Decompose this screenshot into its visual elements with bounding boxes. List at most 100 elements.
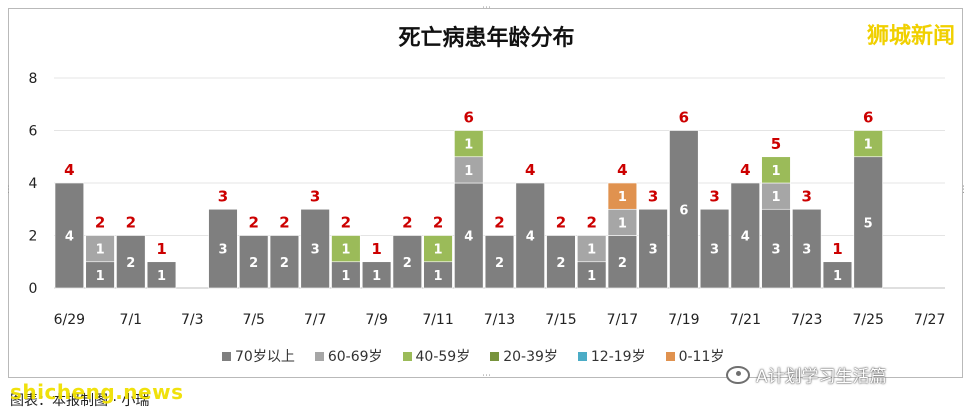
bar-segment-label: 2 bbox=[556, 256, 565, 271]
bar-total-label: 2 bbox=[341, 214, 351, 232]
x-tick-label: 7/11 bbox=[422, 312, 453, 328]
bar-segment-label: 1 bbox=[157, 269, 166, 284]
legend-swatch bbox=[577, 351, 587, 361]
bar-segment bbox=[607, 182, 638, 210]
bar-segment-label: 1 bbox=[618, 216, 627, 231]
bar-segment-label: 1 bbox=[833, 269, 842, 284]
bar-total-label: 1 bbox=[156, 240, 166, 258]
legend-item: 40-59岁 bbox=[402, 346, 471, 366]
bar-segment bbox=[484, 235, 515, 289]
bar-segment-label: 1 bbox=[434, 243, 443, 258]
frame-handle-left[interactable]: ⋮ bbox=[4, 185, 13, 195]
bar-segment bbox=[116, 235, 146, 289]
bar-total-label: 2 bbox=[494, 214, 504, 232]
bar-segment bbox=[239, 235, 269, 289]
y-tick-label: 6 bbox=[29, 124, 38, 140]
x-tick-label: 7/17 bbox=[607, 312, 638, 328]
legend-swatch bbox=[314, 351, 324, 361]
bar-segment bbox=[607, 235, 638, 289]
legend-label: 20-39岁 bbox=[503, 349, 558, 365]
legend-item: 12-19岁 bbox=[577, 346, 646, 366]
bar-total-label: 3 bbox=[648, 187, 658, 205]
bar-segment-label: 4 bbox=[464, 230, 473, 245]
bar-segment-label: 3 bbox=[218, 243, 227, 258]
bar-segment-label: 4 bbox=[65, 230, 74, 245]
legend-item: 60-69岁 bbox=[314, 346, 383, 366]
legend-label: 70岁以上 bbox=[235, 349, 295, 365]
bar-total-label: 5 bbox=[771, 135, 781, 153]
bar-segment-label: 2 bbox=[495, 256, 504, 271]
bar-total-label: 1 bbox=[371, 240, 381, 258]
legend-label: 40-59岁 bbox=[415, 349, 471, 365]
y-tick-label: 2 bbox=[29, 229, 38, 245]
x-tick-label: 7/13 bbox=[484, 312, 515, 328]
bar-segment-label: 1 bbox=[96, 243, 105, 258]
bar-total-label: 2 bbox=[556, 214, 566, 232]
bar-segment-label: 1 bbox=[464, 164, 473, 179]
legend-swatch bbox=[222, 351, 231, 361]
legend-label: 12-19岁 bbox=[590, 349, 646, 365]
chart-frame bbox=[8, 8, 963, 378]
chart-legend: 70岁以上 60-69岁 40-59岁 20-39岁 12-19岁 0-11岁 bbox=[222, 346, 724, 366]
bar-total-label: 4 bbox=[525, 161, 535, 179]
bar-segment bbox=[146, 261, 177, 289]
x-tick-label: 7/23 bbox=[791, 312, 822, 328]
legend-label: 0-11岁 bbox=[678, 349, 725, 365]
bar-total-label: 2 bbox=[279, 214, 289, 232]
legend-swatch bbox=[665, 351, 675, 361]
bar-total-label: 4 bbox=[64, 161, 74, 179]
bar-segment bbox=[85, 235, 115, 263]
legend-label: 60-69岁 bbox=[327, 349, 383, 365]
x-tick-label: 6/29 bbox=[54, 312, 85, 328]
legend-swatch bbox=[490, 351, 500, 361]
bar-total-label: 6 bbox=[863, 109, 873, 127]
bar-segment-label: 4 bbox=[741, 230, 750, 245]
watermark-text: shicheng.news bbox=[10, 380, 184, 404]
x-tick-label: 7/7 bbox=[304, 312, 327, 328]
bar-segment-label: 1 bbox=[864, 138, 873, 153]
bar-segment bbox=[423, 261, 453, 289]
bar-segment-label: 3 bbox=[802, 243, 811, 258]
legend-item: 0-11岁 bbox=[665, 346, 725, 366]
bar-segment bbox=[85, 261, 115, 289]
bar-segment-label: 4 bbox=[526, 230, 535, 245]
x-tick-label: 7/19 bbox=[668, 312, 699, 328]
bar-segment bbox=[577, 235, 607, 263]
frame-handle-top[interactable]: ⋯ bbox=[482, 3, 491, 13]
bar-segment bbox=[607, 208, 638, 236]
frame-handle-right[interactable]: ⋮ bbox=[959, 185, 968, 195]
legend-item: 70岁以上 bbox=[222, 346, 295, 366]
bar-segment bbox=[208, 208, 238, 289]
bar-total-label: 2 bbox=[126, 214, 136, 232]
bar-segment-label: 1 bbox=[341, 243, 350, 258]
bar-segment bbox=[546, 235, 576, 289]
bar-total-label: 3 bbox=[310, 187, 320, 205]
bar-total-label: 2 bbox=[586, 214, 596, 232]
bar-segment bbox=[423, 235, 453, 263]
bar-total-label: 4 bbox=[617, 161, 627, 179]
legend-item: 20-39岁 bbox=[490, 346, 558, 366]
x-tick-label: 7/5 bbox=[242, 312, 265, 328]
bar-segment bbox=[300, 208, 330, 289]
bar-total-label: 3 bbox=[218, 187, 228, 205]
bar-segment bbox=[361, 261, 392, 289]
bar-segment-label: 3 bbox=[649, 243, 658, 258]
bar-total-label: 2 bbox=[433, 214, 443, 232]
bar-segment-label: 3 bbox=[771, 243, 780, 258]
bar-segment-label: 5 bbox=[864, 216, 873, 231]
bar-segment-label: 1 bbox=[771, 190, 780, 205]
bar-segment-label: 2 bbox=[280, 256, 289, 271]
bar-segment-label: 1 bbox=[587, 269, 596, 284]
y-tick-label: 0 bbox=[29, 281, 38, 297]
bar-total-label: 3 bbox=[709, 187, 719, 205]
bar-segment-label: 6 bbox=[679, 203, 688, 218]
bar-segment-label: 1 bbox=[434, 269, 443, 284]
bar-total-label: 3 bbox=[802, 187, 812, 205]
bar-segment bbox=[761, 208, 791, 289]
bar-segment bbox=[853, 156, 883, 289]
account-name: A计划学习生活篇 bbox=[756, 367, 887, 387]
x-tick-label: 7/27 bbox=[914, 312, 945, 328]
frame-handle-bottom[interactable]: ⋯ bbox=[482, 371, 491, 381]
wechat-account-icon bbox=[726, 365, 750, 384]
